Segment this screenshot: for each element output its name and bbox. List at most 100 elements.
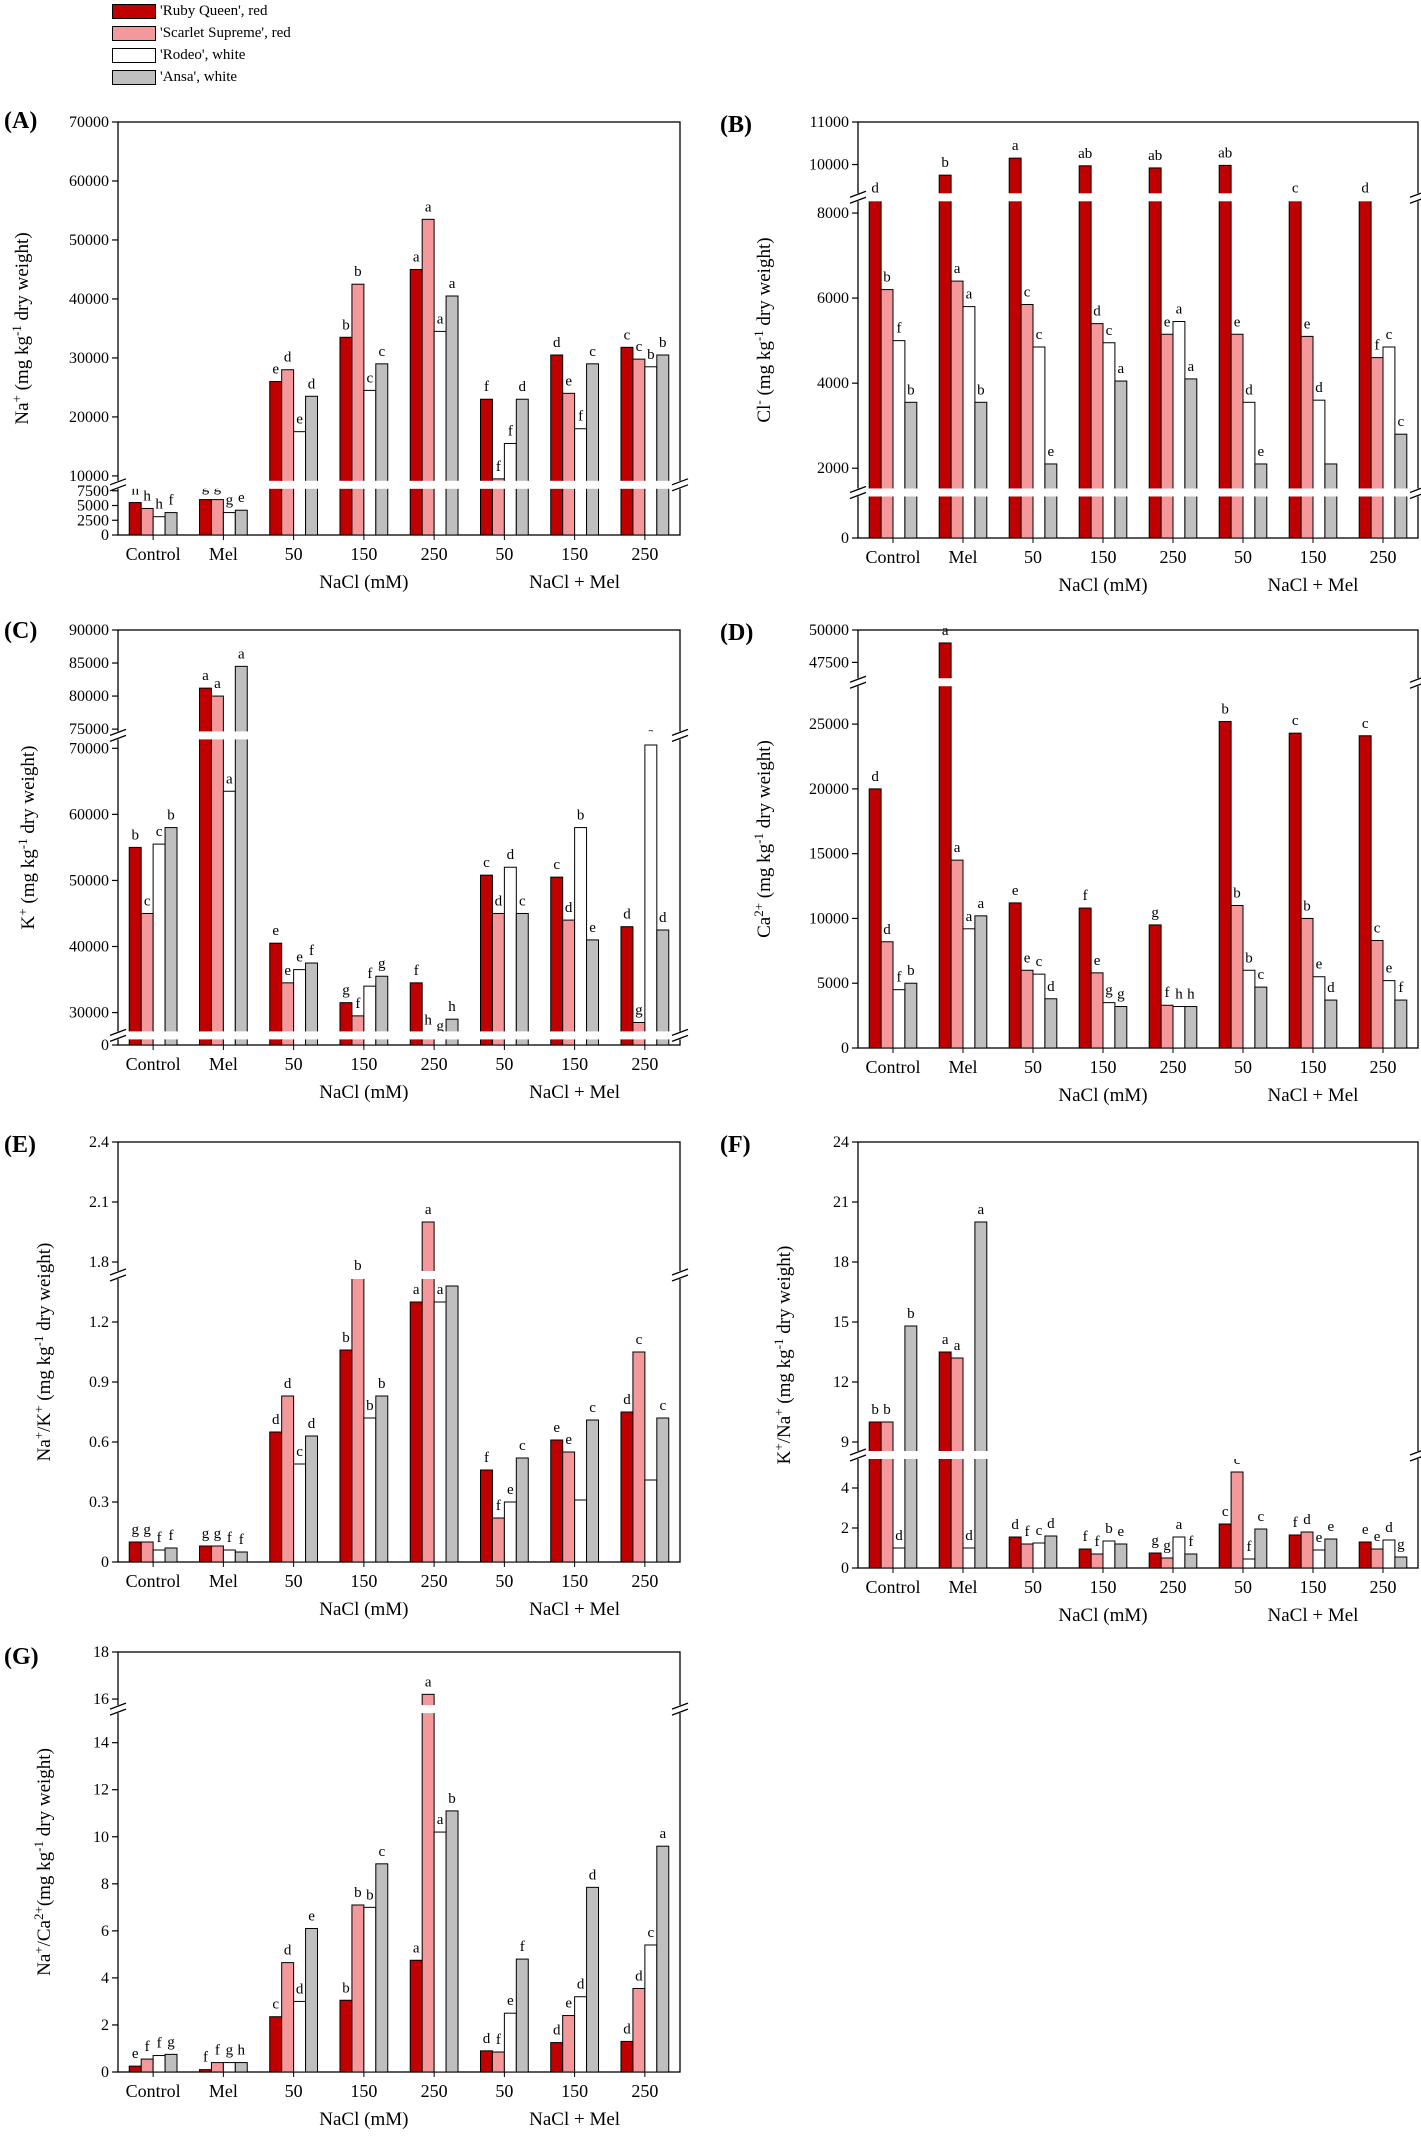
bar <box>950 1357 964 1569</box>
y-tick-label: 11000 <box>810 114 849 131</box>
y-tick-label: 10000 <box>809 157 849 174</box>
significance-letter: b <box>1303 898 1311 914</box>
axis-break <box>108 1705 690 1714</box>
y-tick-label: 30000 <box>69 1005 109 1022</box>
significance-letter: f <box>1188 1534 1193 1550</box>
y-tick-label: 7500 <box>77 483 109 500</box>
significance-letter: a <box>954 840 961 856</box>
group-label: NaCl + Mel <box>1268 575 1359 596</box>
significance-letter: c <box>1292 713 1299 729</box>
y-tick-label: 2.1 <box>89 1194 109 1211</box>
significance-letter: c <box>1234 1452 1241 1468</box>
group-label: NaCl (mM) <box>1058 1605 1147 1626</box>
significance-letter: b <box>871 1402 879 1418</box>
chart-panel: (C) 0 30000 40000 50000 60000 70000 75000 80000 8… <box>4 618 690 1103</box>
bar <box>128 846 142 1046</box>
significance-letter: a <box>226 771 233 787</box>
significance-letter: c <box>483 855 490 871</box>
category-label: 150 <box>1090 1577 1117 1597</box>
bar <box>1184 378 1198 539</box>
significance-letter: g <box>635 1002 643 1018</box>
significance-letter: a <box>413 1282 420 1298</box>
bar <box>375 975 389 1046</box>
significance-letter: a <box>966 287 973 303</box>
bar <box>1172 1006 1186 1049</box>
bar <box>1312 1549 1326 1569</box>
plot-frame <box>117 1141 681 1563</box>
panel-label: (C) <box>4 618 37 644</box>
significance-letter: a <box>425 1202 432 1218</box>
y-tick-label: 50000 <box>809 622 849 639</box>
y-tick-label: 2 <box>841 1520 849 1537</box>
significance-letter: e <box>1362 1522 1369 1538</box>
significance-letter: f <box>227 1530 232 1546</box>
bar <box>1148 924 1162 1049</box>
bar <box>152 843 166 1046</box>
bar <box>210 1545 224 1563</box>
plot-frame <box>117 1651 681 2073</box>
bar <box>1160 1004 1174 1049</box>
significance-letter: f <box>1293 1515 1298 1531</box>
significance-letter: a <box>437 1812 444 1828</box>
y-tick-label: 50000 <box>69 232 109 249</box>
bar <box>234 2062 248 2073</box>
bar <box>562 1451 576 1563</box>
bar <box>880 289 894 539</box>
bar <box>1394 433 1408 539</box>
y-tick-label: 0 <box>101 1554 109 1571</box>
y-tick-label: 20000 <box>809 781 849 798</box>
significance-letter: a <box>425 1674 432 1690</box>
bar <box>1288 1534 1302 1569</box>
significance-letter: d <box>1327 980 1335 996</box>
bar <box>1300 917 1314 1049</box>
plot-frame <box>857 629 1419 1049</box>
axis-break <box>848 193 1421 202</box>
y-tick-label: 8000 <box>817 205 849 222</box>
bar <box>938 174 952 539</box>
significance-letter: g <box>167 2034 175 2050</box>
significance-letter: b <box>883 1402 891 1418</box>
significance-letter: d <box>284 350 292 366</box>
category-label: 50 <box>1234 1577 1252 1597</box>
break-mark <box>109 1702 127 1710</box>
significance-letter: f <box>496 459 501 475</box>
bar <box>586 1419 600 1563</box>
break-mark <box>109 1034 127 1043</box>
plot-frame <box>857 121 1419 539</box>
bar <box>1090 972 1104 1049</box>
significance-letter: c <box>659 1398 666 1414</box>
significance-letter: d <box>565 900 573 916</box>
significance-letter: b <box>1233 885 1241 901</box>
significance-letter: e <box>1258 444 1265 460</box>
y-tick-label: 30000 <box>69 350 109 367</box>
significance-letter: a <box>1176 1517 1183 1533</box>
bar <box>140 912 154 1046</box>
category-label: 250 <box>421 544 448 564</box>
significance-letter: c <box>378 1844 385 1860</box>
break-mark <box>109 728 127 737</box>
bar <box>586 939 600 1046</box>
significance-letter: ab <box>1148 148 1162 164</box>
bar <box>269 942 283 1046</box>
significance-letter: a <box>413 249 420 265</box>
bar <box>880 941 894 1049</box>
bar <box>409 1301 423 1563</box>
bar <box>1382 346 1396 539</box>
bar <box>1102 342 1116 539</box>
category-label: Control <box>126 1571 181 1591</box>
bar <box>1218 1523 1232 1569</box>
category-label: 150 <box>561 1054 588 1074</box>
bar <box>962 1547 976 1569</box>
significance-letter: f <box>215 2043 220 2059</box>
significance-letter: e <box>1094 953 1101 969</box>
bar <box>620 346 634 536</box>
significance-letter: c <box>519 893 526 909</box>
bar <box>950 859 964 1049</box>
category-label: 50 <box>285 544 303 564</box>
significance-letter: c <box>1036 327 1043 343</box>
y-tick-label: 21 <box>833 1194 849 1211</box>
y-axis-label: Ca2+ (mg kg-1 dry weight) <box>751 740 775 938</box>
bar <box>632 1351 646 1563</box>
bar <box>479 2050 493 2073</box>
axis-break <box>108 480 690 489</box>
